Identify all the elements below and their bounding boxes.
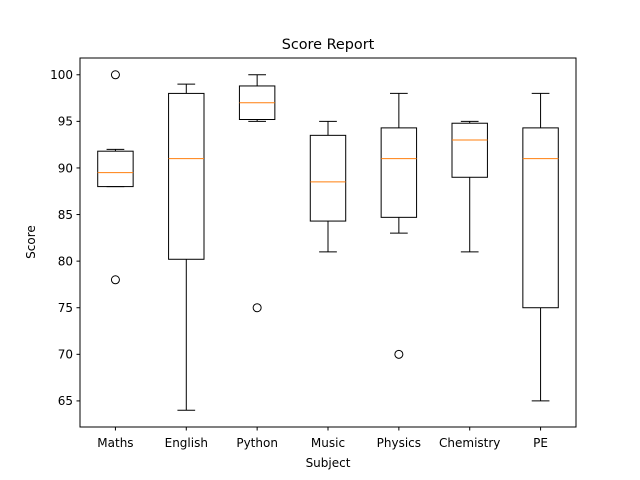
x-tick-label: English [165, 436, 208, 450]
plot-area [97, 70, 559, 411]
box-maths [97, 70, 134, 285]
outlier-point [394, 349, 404, 359]
y-tick-label: 65 [58, 394, 73, 408]
outlier-point [110, 70, 120, 80]
box-english [168, 83, 205, 411]
x-axis-label: Subject [306, 456, 351, 470]
x-tick-label: Python [236, 436, 278, 450]
x-tick-label: Music [311, 436, 345, 450]
chart-title: Score Report [282, 37, 375, 53]
box-iqr [168, 92, 205, 260]
x-tick-label: Chemistry [439, 436, 500, 450]
box-iqr [522, 127, 559, 309]
box-chemistry [451, 120, 488, 253]
x-tick-label: PE [533, 436, 548, 450]
y-axis: 65 70 75 80 85 90 95 100 [50, 68, 80, 408]
outlier-point [252, 303, 262, 313]
box-physics [380, 92, 418, 359]
box-music [309, 120, 347, 253]
box-pe [522, 92, 559, 402]
box-iqr [451, 122, 488, 178]
y-tick-label: 100 [50, 68, 73, 82]
y-axis-label: Score [24, 225, 38, 259]
y-tick-label: 80 [58, 254, 73, 268]
y-tick-label: 75 [58, 301, 73, 315]
y-tick-label: 95 [58, 115, 73, 129]
outlier-point [110, 275, 120, 285]
y-tick-label: 85 [58, 208, 73, 222]
x-axis: Maths English Python Music Physics Chemistry P… [97, 427, 548, 450]
x-tick-label: Maths [97, 436, 133, 450]
y-tick-label: 70 [58, 348, 73, 362]
y-tick-label: 90 [58, 161, 73, 175]
box-python [238, 74, 276, 313]
box-iqr [309, 134, 347, 222]
x-tick-label: Physics [377, 436, 421, 450]
box-iqr [380, 127, 418, 218]
box-iqr [97, 150, 134, 188]
